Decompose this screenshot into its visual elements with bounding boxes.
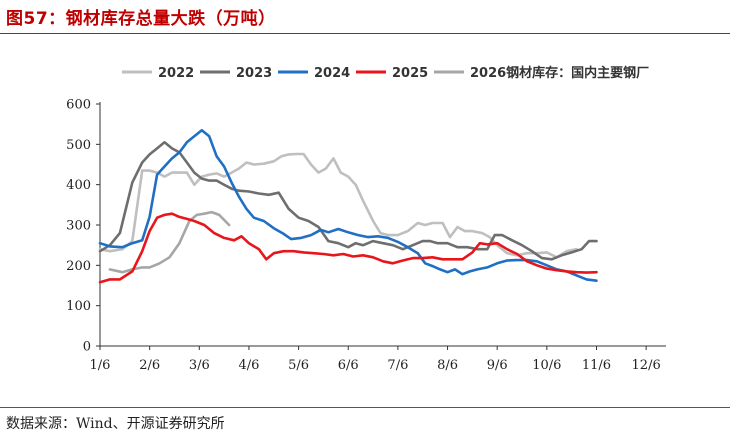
x-tick-label: 10/6: [532, 358, 561, 373]
y-tick-label: 600: [66, 98, 91, 113]
legend-label: 2026钢材库存：国内主要钢厂: [470, 65, 649, 81]
x-tick-label: 1/6: [90, 358, 111, 373]
series-line-2024: [98, 128, 598, 282]
y-tick-label: 200: [66, 259, 91, 274]
x-tick-label: 6/6: [338, 358, 359, 373]
legend-label: 2023: [236, 66, 272, 81]
title-divider: [0, 33, 730, 34]
chart-legend: 2022 2023 2024 2025 2026钢材库存：国内主要钢厂: [122, 65, 649, 81]
chart-title: 图57：钢材库存总量大跌（万吨）: [6, 9, 276, 29]
line-chart: 0 100 200 300 400 500 600 1/6 2/6 3/6 4/6 5/6 6/6 7/6…: [66, 65, 666, 373]
y-tick-label: 300: [66, 219, 91, 234]
x-tick-label: 12/6: [632, 358, 661, 373]
x-tick-label: 7/6: [387, 358, 408, 373]
legend-label: 2022: [158, 66, 194, 81]
series-line-2026: [108, 210, 231, 274]
series-line-2022: [98, 152, 578, 259]
x-tick-label: 2/6: [139, 358, 160, 373]
series-line-2023: [98, 141, 598, 261]
series-line-2025: [98, 212, 598, 284]
x-tick-label: 9/6: [487, 358, 508, 373]
y-tick-label: 400: [66, 178, 91, 193]
x-tick-label: 11/6: [582, 358, 611, 373]
chart-axes: 0 100 200 300 400 500 600 1/6 2/6 3/6 4/6 5/6 6/6 7/6…: [66, 98, 666, 373]
footer-divider: [0, 407, 730, 408]
legend-label: 2024: [314, 66, 350, 81]
chart-series-lines: [98, 128, 598, 284]
y-tick-label: 100: [66, 299, 91, 314]
x-tick-label: 8/6: [437, 358, 458, 373]
x-tick-label: 4/6: [238, 358, 259, 373]
y-tick-label: 0: [83, 340, 91, 355]
x-tick-label: 5/6: [288, 358, 309, 373]
x-tick-label: 3/6: [189, 358, 210, 373]
legend-label: 2025: [392, 66, 428, 81]
source-note: 数据来源：Wind、开源证券研究所: [6, 416, 225, 432]
y-tick-label: 500: [66, 138, 91, 153]
